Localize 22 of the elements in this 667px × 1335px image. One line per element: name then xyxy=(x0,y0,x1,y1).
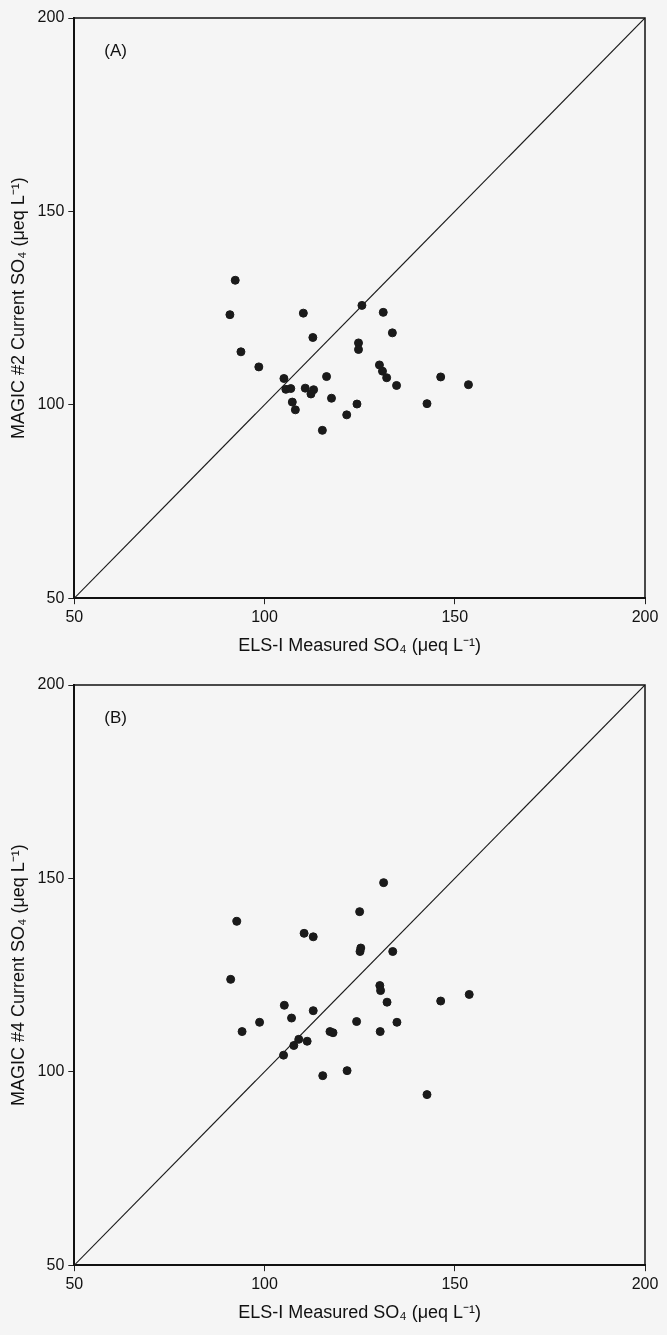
x-tick-label: 50 xyxy=(65,1275,84,1293)
x-tick-label: 100 xyxy=(251,608,278,626)
x-axis-title: ELS-I Measured SO₄ (μeq L⁻¹) xyxy=(238,1302,482,1323)
annotation: (B) xyxy=(104,708,127,728)
x-tick-label: 100 xyxy=(251,1275,278,1293)
y-tick-label: 50 xyxy=(46,1255,65,1273)
y-tick-label: 150 xyxy=(37,201,65,219)
x-tick-label: 200 xyxy=(631,608,659,626)
y-tick-label: 100 xyxy=(37,1062,65,1080)
x-tick-label: 200 xyxy=(631,1275,659,1293)
y-axis-title: MAGIC #2 Current SO₄ (μeq L⁻¹) xyxy=(7,177,28,439)
y-tick-label: 100 xyxy=(37,395,65,413)
y-tick-label: 200 xyxy=(37,8,65,26)
y-tick-label: 50 xyxy=(46,588,65,606)
x-tick-label: 50 xyxy=(65,608,84,626)
x-axis-title: ELS-I Measured SO₄ (μeq L⁻¹) xyxy=(238,635,482,656)
y-tick-label: 200 xyxy=(37,675,65,693)
x-tick-label: 150 xyxy=(441,1275,469,1293)
y-tick-label: 150 xyxy=(37,868,65,886)
y-axis-title: MAGIC #4 Current SO₄ (μeq L⁻¹) xyxy=(7,844,28,1106)
x-tick-label: 150 xyxy=(441,608,469,626)
annotation: (A) xyxy=(104,41,127,61)
